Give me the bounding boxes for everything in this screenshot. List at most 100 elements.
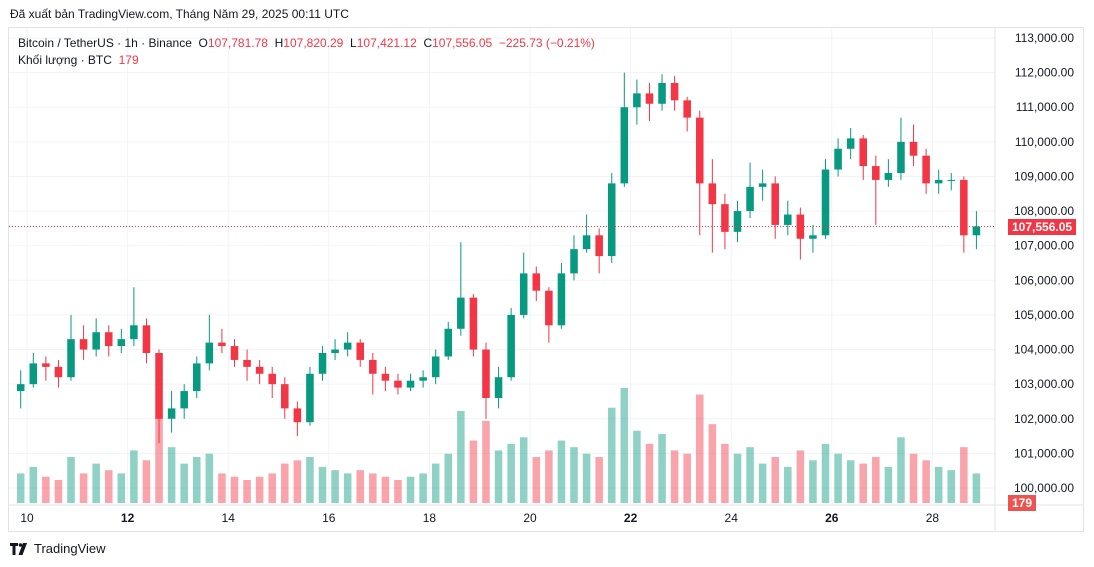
candle-body (268, 373, 276, 385)
volume-bar (532, 457, 541, 503)
candle-body (255, 366, 264, 374)
volume-bar (859, 463, 868, 503)
candle-body (947, 179, 956, 181)
last-volume-badge: 179 (1008, 495, 1037, 511)
candle-body (406, 380, 415, 388)
volume-bar (494, 450, 503, 503)
change-value: −225.73 (−0.21%) (498, 36, 595, 50)
volume-bar (972, 473, 981, 503)
open-value: 107,781.78 (207, 36, 268, 50)
high-label: H (274, 36, 284, 50)
volume-bar (444, 453, 453, 503)
volume-bar (431, 463, 440, 503)
volume-bar (104, 470, 113, 503)
candle-body (809, 235, 817, 239)
time-tick-label: 20 (523, 511, 537, 525)
volume-bar (582, 453, 591, 503)
candle-body (897, 141, 905, 173)
volume-bar (897, 437, 905, 503)
volume-bar (469, 440, 478, 503)
candle-body (218, 342, 226, 347)
volume-bar (29, 466, 38, 503)
price-axis: 113,000.00 112,000.00 111,000.00 110,000.00… (1014, 31, 1074, 495)
volume-bar (746, 447, 754, 503)
chart-frame[interactable] (8, 27, 1084, 532)
volume-bar (545, 450, 553, 503)
volume-bar (482, 420, 490, 503)
candle-series (16, 72, 981, 443)
volume-bar (607, 407, 616, 503)
tradingview-logo-icon (10, 542, 27, 555)
volume-bar (708, 424, 717, 503)
candle-body (205, 342, 214, 364)
tradingview-logo[interactable]: TradingView (10, 541, 106, 556)
candle-body (457, 297, 465, 329)
candle-body (180, 391, 188, 409)
candle-body (130, 325, 138, 340)
candle-body (683, 100, 691, 118)
price-tick-label: 107,000.00 (1014, 239, 1074, 253)
volume-bar (620, 388, 629, 503)
volume-row: Khối lượng · BTC 179 (18, 52, 595, 69)
time-axis: 10 12 14 16 18 20 22 24 26 28 (20, 511, 939, 525)
volume-bar (519, 437, 528, 503)
candle-body (331, 349, 339, 353)
volume-bar (331, 470, 339, 503)
candle-body (909, 141, 918, 156)
volume-bar (457, 411, 465, 503)
price-tick-label: 105,000.00 (1014, 308, 1074, 322)
candle-body (595, 235, 603, 257)
candle-body (721, 204, 729, 232)
volume-bar (658, 434, 666, 503)
time-tick-label: 26 (825, 511, 839, 525)
volume-label[interactable]: Khối lượng · BTC (18, 53, 112, 67)
volume-bar (268, 473, 276, 503)
price-tick-label: 103,000.00 (1014, 377, 1074, 391)
candle-body (67, 339, 75, 378)
candle-body (934, 179, 943, 184)
volume-bar (67, 457, 75, 503)
symbol-title[interactable]: Bitcoin / TetherUS · 1h · Binance (18, 36, 192, 50)
volume-bar (758, 463, 767, 503)
close-value: 107,556.05 (432, 36, 493, 50)
price-tick-label: 102,000.00 (1014, 412, 1074, 426)
volume-bar (784, 466, 792, 503)
volume-bar (92, 463, 100, 503)
volume-bar (293, 460, 302, 503)
published-caption: Đã xuất bản TradingView.com, Tháng Năm 2… (10, 7, 349, 21)
price-tick-label: 113,000.00 (1015, 31, 1074, 45)
price-tick-label: 104,000.00 (1014, 343, 1074, 357)
volume-bar (595, 457, 603, 503)
volume-bar (872, 457, 880, 503)
price-tick-label: 109,000.00 (1014, 169, 1074, 183)
volume-bar (960, 447, 968, 503)
volume-bar (846, 460, 855, 503)
candle-body (670, 83, 679, 101)
time-tick-label: 14 (222, 511, 236, 525)
volume-bar (167, 447, 176, 503)
candle-body (104, 332, 113, 347)
candle-body (306, 373, 314, 423)
candle-body (507, 314, 515, 378)
volume-bar (16, 473, 25, 503)
volume-bar (683, 453, 691, 503)
candle-body (695, 117, 704, 184)
volume-bar (318, 466, 327, 503)
candle-body (42, 363, 50, 367)
candle-body (607, 183, 616, 257)
price-tick-label: 111,000.00 (1016, 100, 1075, 114)
volume-bar (670, 450, 679, 503)
candle-body (519, 273, 528, 315)
high-value: 107,820.29 (283, 36, 344, 50)
last-price-badge: 107,556.05 (1008, 219, 1077, 236)
candle-body (281, 384, 289, 409)
volume-value: 179 (118, 53, 139, 67)
volume-bar (507, 443, 515, 503)
price-tick-label: 112,000.00 (1015, 66, 1074, 80)
volume-bar (142, 460, 151, 503)
volume-bar (42, 476, 50, 503)
low-value: 107,421.12 (356, 36, 417, 50)
candle-body (796, 214, 805, 239)
volume-bar (406, 476, 415, 503)
